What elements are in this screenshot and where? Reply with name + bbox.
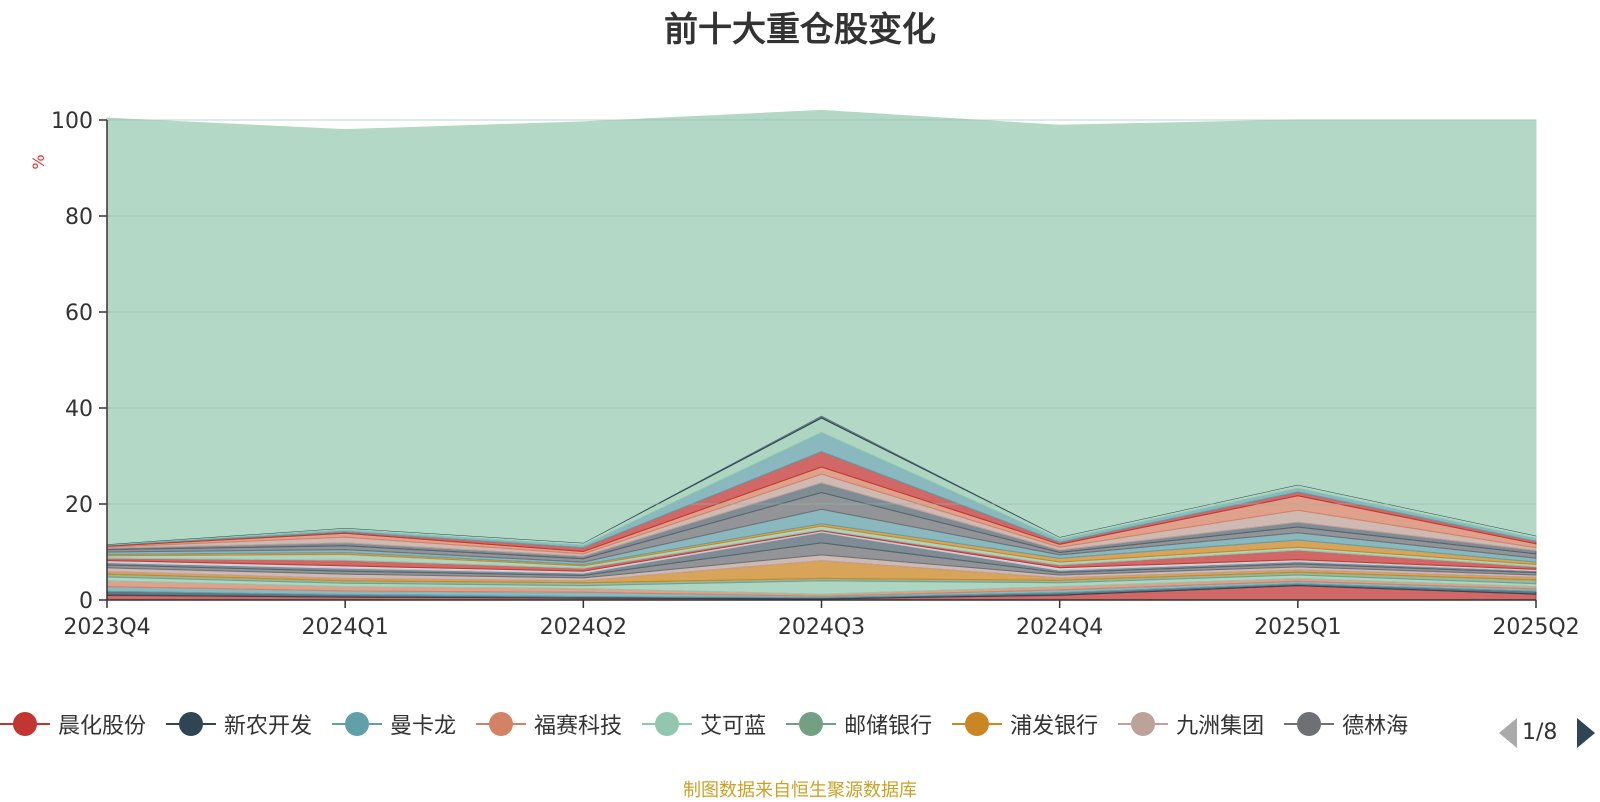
area-series — [106, 109, 1537, 545]
legend-label: 九洲集团 — [1176, 714, 1265, 739]
x-tick-label: 2024Q2 — [540, 615, 627, 640]
legend-item[interactable]: 德林海 — [1284, 706, 1408, 742]
legend-marker-icon — [0, 712, 50, 736]
legend: 晨化股份 新农开发 曼卡龙 福赛科技 艾可蓝 邮储银行 浦发银行 九洲集团 德林海 — [0, 706, 1492, 742]
legend-marker-icon — [642, 712, 693, 736]
legend-label: 曼卡龙 — [390, 714, 457, 739]
legend-marker-icon — [786, 712, 837, 736]
x-tick-label: 2024Q1 — [302, 615, 389, 640]
legend-item[interactable]: 艾可蓝 — [642, 706, 766, 742]
x-tick-label: 2023Q4 — [63, 615, 150, 640]
legend-item[interactable]: 福赛科技 — [476, 706, 622, 742]
legend-label: 艾可蓝 — [700, 714, 767, 739]
legend-item[interactable]: 新农开发 — [166, 706, 312, 742]
legend-label: 浦发银行 — [1010, 714, 1099, 739]
y-tick-label: 80 — [65, 205, 93, 230]
y-tick-label: 60 — [65, 301, 93, 326]
y-tick-label: 0 — [79, 589, 93, 614]
legend-marker-icon — [476, 712, 527, 736]
legend-label: 新农开发 — [224, 714, 313, 739]
legend-label: 晨化股份 — [58, 714, 147, 739]
legend-marker-icon — [1284, 712, 1335, 736]
legend-label: 邮储银行 — [844, 714, 933, 739]
legend-item[interactable]: 浦发银行 — [952, 706, 1098, 742]
legend-prev-page-icon[interactable] — [1499, 718, 1517, 748]
legend-page-indicator: 1/8 — [1522, 720, 1558, 745]
legend-marker-icon — [952, 712, 1003, 736]
legend-marker-icon — [332, 712, 383, 736]
legend-item[interactable]: 邮储银行 — [786, 706, 932, 742]
legend-item[interactable]: 晨化股份 — [0, 706, 146, 742]
y-tick-label: 100 — [51, 109, 93, 134]
legend-next-page-icon[interactable] — [1577, 718, 1595, 748]
legend-label: 德林海 — [1342, 714, 1409, 739]
data-source-note: 制图数据来自恒生聚源数据库 — [683, 780, 917, 801]
stacked-area-chart: 0 20 40 60 80 100 2023Q4 2024Q1 2024Q2 2024Q3 2024… — [29, 109, 1580, 640]
y-tick-label: 40 — [65, 397, 93, 422]
y-tick-label: 20 — [65, 493, 93, 518]
x-tick-label: 2024Q3 — [778, 615, 865, 640]
legend-marker-icon — [1118, 712, 1169, 736]
legend-item[interactable]: 曼卡龙 — [332, 706, 456, 742]
legend-marker-icon — [166, 712, 217, 736]
chart-title: 前十大重仓股变化 — [664, 10, 936, 50]
legend-item[interactable]: 九洲集团 — [1118, 706, 1264, 742]
x-tick-label: 2024Q4 — [1016, 615, 1103, 640]
y-axis-label: % — [29, 154, 48, 169]
x-tick-label: 2025Q2 — [1492, 615, 1579, 640]
legend-label: 福赛科技 — [534, 714, 623, 739]
x-tick-label: 2025Q1 — [1254, 615, 1341, 640]
